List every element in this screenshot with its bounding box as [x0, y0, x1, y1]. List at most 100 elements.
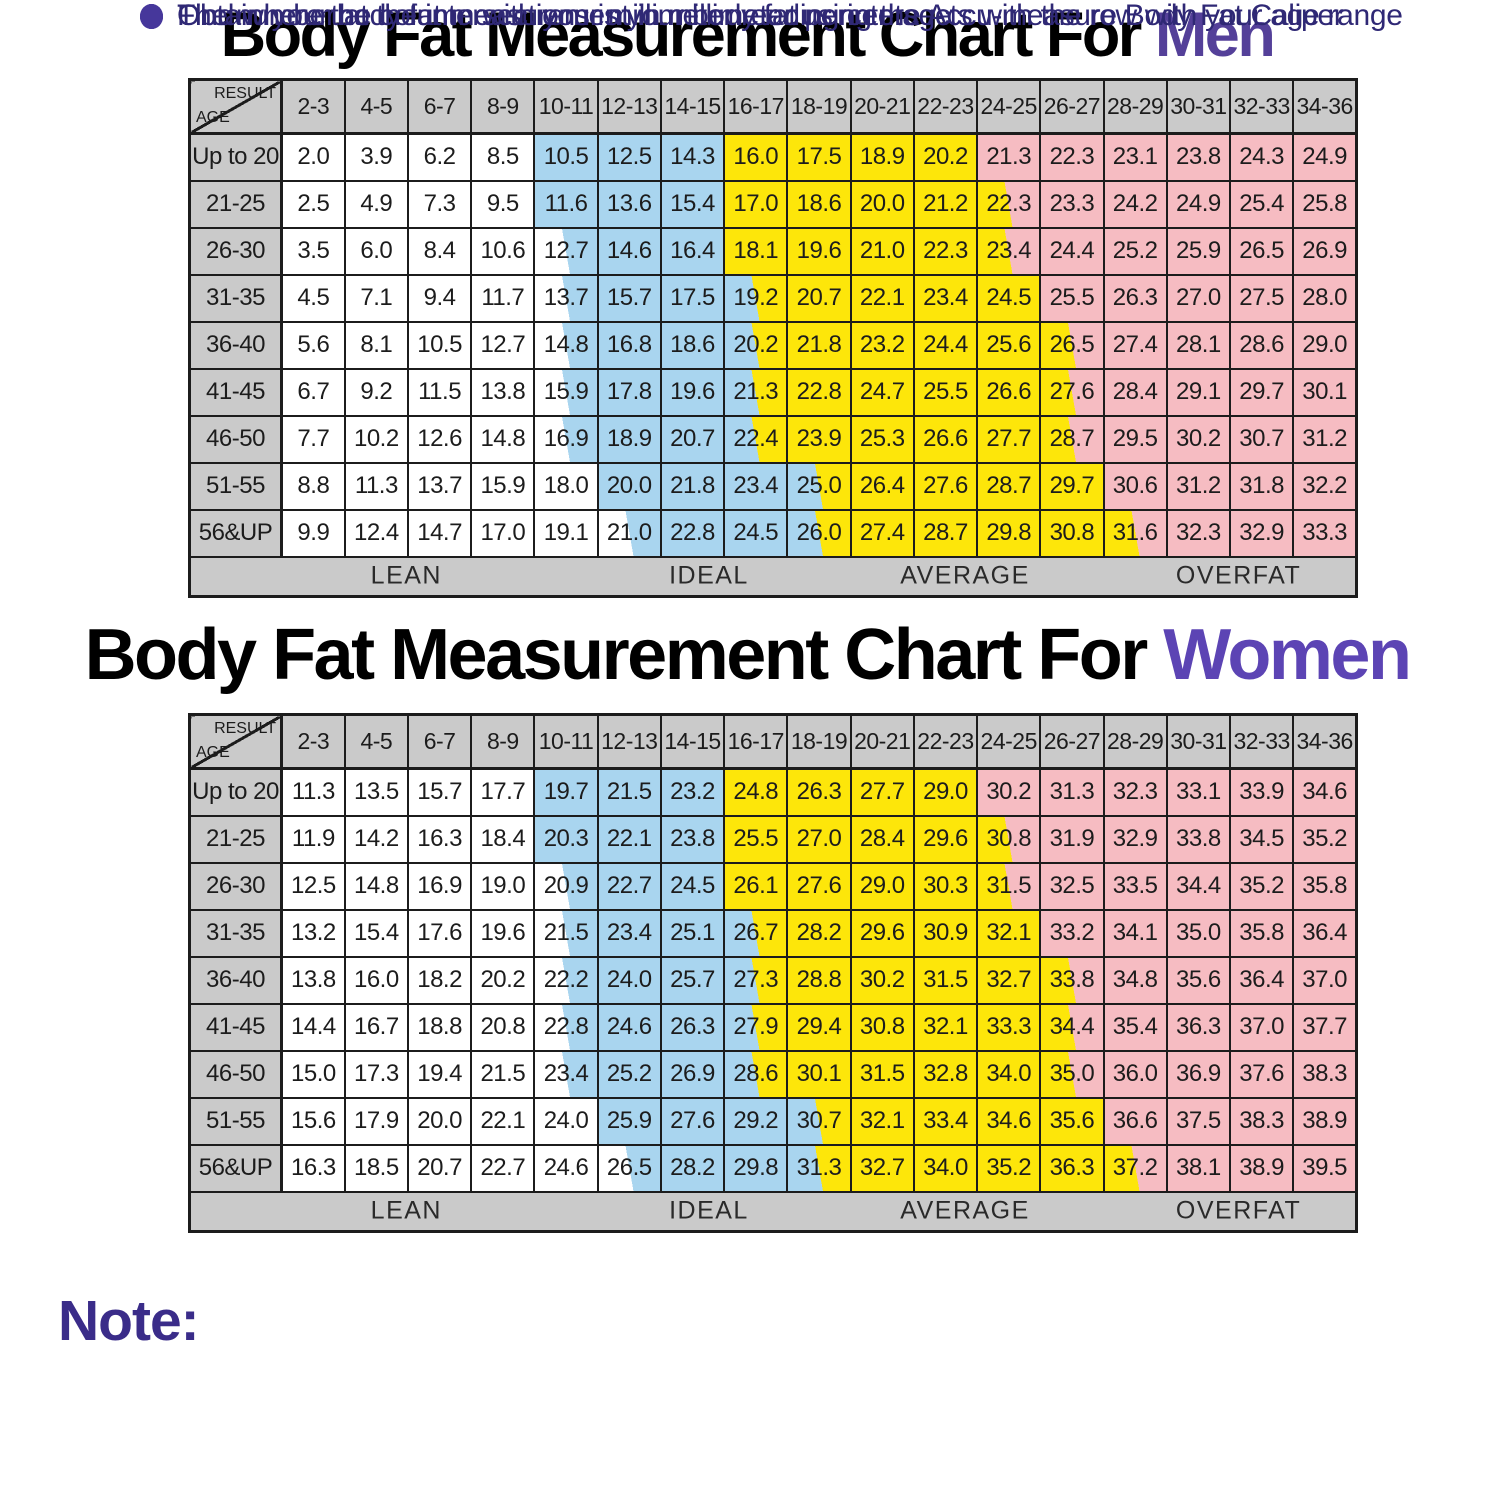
body-fat-cell: 16.3	[280, 1143, 346, 1193]
body-fat-cell: 22.7	[596, 861, 662, 911]
body-fat-cell: 30.7	[1229, 414, 1295, 464]
body-fat-cell: 25.5	[1039, 273, 1105, 323]
body-fat-cell: 34.8	[1102, 955, 1168, 1005]
body-fat-cell: 22.4	[723, 414, 789, 464]
body-fat-cell: 24.6	[533, 1143, 599, 1193]
millimeter-column-header: 8-9	[470, 713, 536, 770]
men-body-fat-table: RESULT AGE 2-3 4-5 6-7 8-9 10-11 12-13 14-15 16-1…	[188, 78, 1358, 598]
body-fat-cell: 14.6	[596, 226, 662, 276]
body-fat-cell: 29.5	[1102, 414, 1168, 464]
millimeter-column-header: 6-7	[406, 78, 473, 135]
body-fat-cell: 31.8	[1229, 461, 1295, 511]
body-fat-cell: 31.5	[849, 1049, 915, 1099]
body-fat-cell: 32.1	[849, 1096, 915, 1146]
body-fat-cell: 27.7	[849, 767, 915, 817]
millimeter-column-header: 30-31	[1165, 713, 1232, 770]
body-fat-cell: 37.6	[1229, 1049, 1295, 1099]
body-fat-cell: 26.0	[786, 508, 852, 558]
body-fat-cell: 31.5	[976, 861, 1042, 911]
millimeter-column-header: 20-21	[849, 78, 915, 135]
table-row: 41-45 14.4 16.7 18.8 20.8 22.8 24.6 26.3 27.9 29.…	[188, 1002, 1358, 1052]
body-fat-cell: 20.9	[533, 861, 599, 911]
body-fat-cell: 14.3	[659, 132, 726, 182]
body-fat-cell: 26.5	[1229, 226, 1295, 276]
body-fat-cell: 37.2	[1102, 1143, 1168, 1193]
body-fat-cell: 19.2	[723, 273, 789, 323]
body-fat-cell: 14.7	[406, 508, 473, 558]
body-fat-cell: 29.2	[723, 1096, 789, 1146]
millimeter-column-header: 8-9	[470, 78, 536, 135]
body-fat-cell: 22.2	[533, 955, 599, 1005]
body-fat-cell: 23.9	[786, 414, 852, 464]
body-fat-cell: 19.0	[470, 861, 536, 911]
body-fat-cell: 25.7	[659, 955, 726, 1005]
note-bullet-line: The number at the intersections is your …	[140, 0, 952, 32]
body-fat-cell: 28.4	[1102, 367, 1168, 417]
note-bullet-text: Obtain your body fat measurement in mill…	[177, 0, 1344, 32]
millimeter-column-header: 14-15	[659, 713, 726, 770]
age-row-header: 56&UP	[188, 508, 283, 558]
body-fat-cell: 31.3	[786, 1143, 852, 1193]
body-fat-cell: 19.6	[659, 367, 726, 417]
body-fat-cell: 10.2	[343, 414, 409, 464]
body-fat-cell: 31.2	[1165, 461, 1232, 511]
body-fat-cell: 33.3	[976, 1002, 1042, 1052]
body-fat-cell: 30.8	[976, 814, 1042, 864]
body-fat-cell: 26.5	[596, 1143, 662, 1193]
body-fat-cell: 33.2	[1039, 908, 1105, 958]
body-fat-cell: 14.2	[343, 814, 409, 864]
body-fat-cell: 26.6	[912, 414, 979, 464]
body-fat-cell: 18.9	[849, 132, 915, 182]
body-fat-cell: 15.4	[659, 179, 726, 229]
millimeter-column-header: 26-27	[1039, 78, 1105, 135]
body-fat-cell: 33.4	[912, 1096, 979, 1146]
body-fat-cell: 25.5	[723, 814, 789, 864]
millimeter-column-header: 16-17	[723, 78, 789, 135]
body-fat-cell: 20.8	[470, 1002, 536, 1052]
body-fat-cell: 17.5	[659, 273, 726, 323]
body-fat-cell: 22.8	[659, 508, 726, 558]
body-fat-cell: 35.2	[1292, 814, 1358, 864]
body-fat-cell: 12.7	[533, 226, 599, 276]
band-label-lean: LEAN	[370, 1196, 442, 1225]
body-fat-cell: 27.3	[723, 955, 789, 1005]
body-fat-cell: 24.4	[1039, 226, 1105, 276]
body-fat-cell: 25.8	[1292, 179, 1358, 229]
body-fat-cell: 32.8	[912, 1049, 979, 1099]
note-bullet-text: Find where the column with your millimet…	[177, 0, 1403, 32]
body-fat-cell: 21.3	[976, 132, 1042, 182]
body-fat-cell: 6.0	[343, 226, 409, 276]
body-fat-cell: 33.9	[1229, 767, 1295, 817]
millimeter-column-header: 14-15	[659, 78, 726, 135]
millimeter-column-header: 32-33	[1229, 713, 1295, 770]
body-fat-cell: 23.4	[976, 226, 1042, 276]
body-fat-cell: 18.2	[406, 955, 473, 1005]
body-fat-cell: 14.8	[533, 320, 599, 370]
body-fat-cell: 7.7	[280, 414, 346, 464]
body-fat-cell: 19.1	[533, 508, 599, 558]
body-fat-cell: 28.7	[1039, 414, 1105, 464]
body-fat-cell: 27.6	[912, 461, 979, 511]
body-fat-cell: 24.3	[1229, 132, 1295, 182]
body-fat-cell: 24.5	[976, 273, 1042, 323]
body-fat-cell: 20.7	[786, 273, 852, 323]
age-row-header: 56&UP	[188, 1143, 283, 1193]
body-fat-cell: 29.8	[723, 1143, 789, 1193]
body-fat-cell: 22.3	[1039, 132, 1105, 182]
note-bullet-line: Obtain your body fat measurement in mill…	[140, 0, 1344, 32]
body-fat-cell: 11.3	[343, 461, 409, 511]
millimeter-column-header: 28-29	[1102, 713, 1168, 770]
body-fat-cell: 10.5	[533, 132, 599, 182]
body-fat-cell: 13.6	[596, 179, 662, 229]
body-fat-cell: 19.6	[470, 908, 536, 958]
millimeter-column-header: 34-36	[1292, 713, 1358, 770]
age-row-header: 31-35	[188, 908, 283, 958]
body-fat-cell: 33.8	[1165, 814, 1232, 864]
body-fat-cell: 25.5	[912, 367, 979, 417]
body-fat-cell: 7.1	[343, 273, 409, 323]
women-chart-title-accent: Women	[1163, 615, 1412, 695]
table-row: 56&UP 16.3 18.5 20.7 22.7 24.6 26.5 28.2 29.8 31.…	[188, 1143, 1358, 1193]
body-fat-cell: 23.4	[533, 1049, 599, 1099]
body-fat-cell: 31.5	[912, 955, 979, 1005]
